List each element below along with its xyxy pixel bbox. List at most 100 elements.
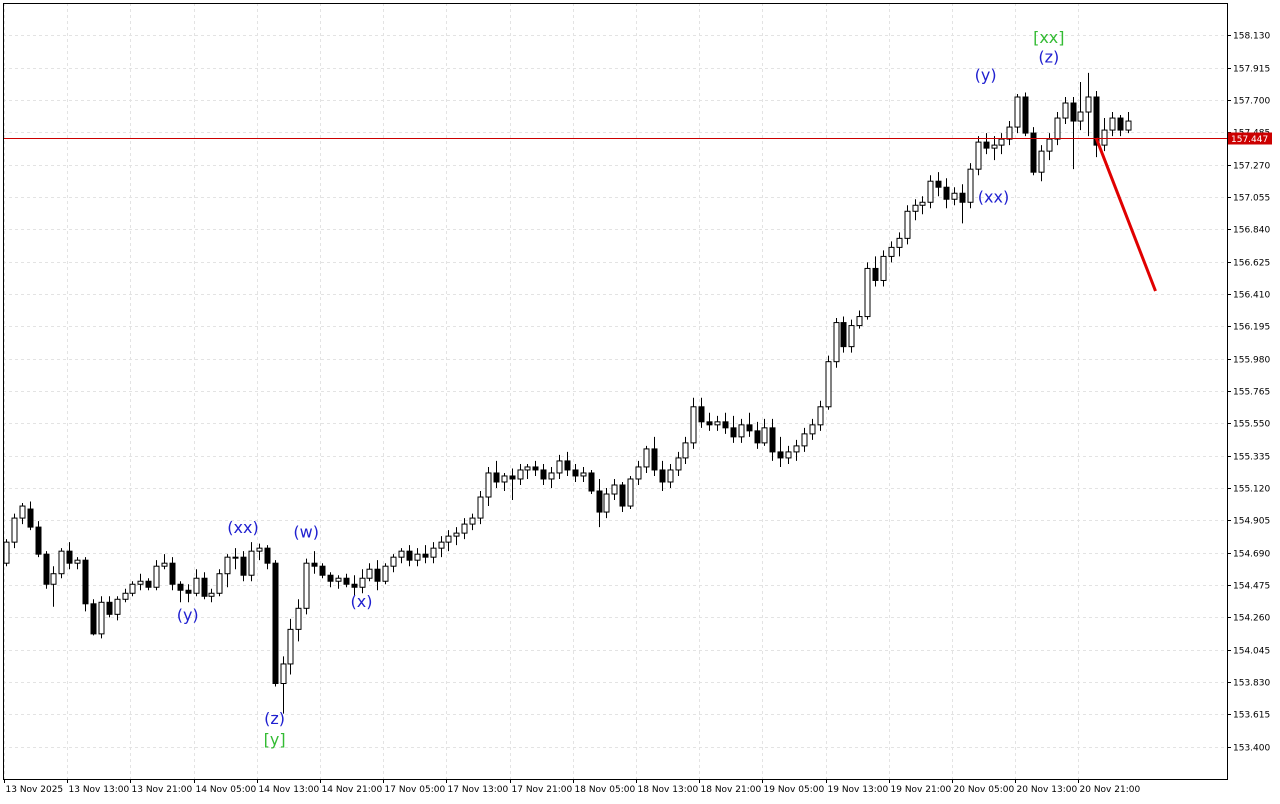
candle-body-down: [27, 508, 34, 528]
candle-body-up: [682, 442, 689, 459]
candle-body-up: [477, 496, 484, 519]
candle-body-down: [1070, 102, 1077, 122]
candle-body-up: [501, 475, 508, 483]
candle-body-up: [50, 573, 57, 585]
candle: [1014, 93, 1021, 134]
candle-body-up: [19, 505, 26, 519]
y-tick-label: 157.270: [1233, 162, 1270, 172]
candle-body-up: [430, 547, 437, 558]
candle: [572, 463, 579, 482]
candle: [161, 554, 168, 570]
candle: [208, 588, 215, 603]
candle-body-down: [651, 448, 658, 471]
candle: [98, 596, 105, 639]
candle: [311, 551, 318, 574]
y-tick-label: 154.475: [1233, 582, 1270, 592]
candle: [833, 318, 840, 368]
candle-body-up: [1125, 120, 1132, 131]
candle-body-up: [445, 535, 452, 543]
candle: [556, 454, 563, 479]
candle: [896, 232, 903, 257]
candle: [303, 558, 310, 615]
candle: [232, 548, 239, 570]
wave-label: (y): [975, 65, 997, 84]
y-tick-label: 156.195: [1233, 323, 1270, 333]
candle-body-up: [1014, 96, 1021, 128]
candle: [761, 418, 768, 446]
candle-body-down: [374, 568, 381, 582]
candle: [667, 463, 674, 488]
x-tick-label: 19 Nov 13:00: [828, 785, 889, 795]
candle: [603, 488, 610, 519]
candle-body-down: [1022, 96, 1029, 134]
candle-body-up: [817, 406, 824, 426]
candle-body-up: [11, 517, 18, 543]
candle: [722, 412, 729, 434]
candle-body-down: [1117, 117, 1124, 131]
candle-body-up: [153, 565, 160, 588]
candle: [1077, 81, 1084, 131]
x-tick-label: 13 Nov 2025: [6, 785, 64, 795]
candle-body-up: [469, 517, 476, 525]
candle-body-down: [754, 430, 761, 444]
candle-body-up: [359, 577, 366, 588]
candle-body-up: [3, 541, 10, 564]
candle-body-down: [730, 427, 737, 438]
candle-body-down: [959, 192, 966, 203]
candle-body-down: [872, 267, 879, 281]
candle: [50, 566, 57, 607]
candle: [706, 412, 713, 431]
x-tick-label: 17 Nov 13:00: [448, 785, 509, 795]
candle-body-up: [888, 246, 895, 257]
candle: [240, 551, 247, 582]
candle: [335, 575, 342, 589]
candle: [817, 400, 824, 431]
candle: [11, 513, 18, 549]
candle-body-down: [201, 577, 208, 597]
candle-body-down: [264, 547, 271, 564]
candle: [1093, 90, 1100, 158]
x-tick-label: 14 Nov 13:00: [259, 785, 320, 795]
y-tick-label: 154.690: [1233, 550, 1270, 560]
candle: [477, 491, 484, 525]
candle: [1070, 96, 1077, 170]
wave-labels: (y)(xx)(z)[y](w)(x)(y)(xx)(z)[xx]: [177, 28, 1065, 749]
candle-body-up: [366, 568, 373, 579]
grid: [3, 3, 1227, 779]
candle: [382, 563, 389, 585]
candle: [698, 397, 705, 428]
candle-body-up: [1077, 111, 1084, 122]
candle: [1117, 115, 1124, 137]
candle: [256, 543, 263, 561]
candle: [690, 397, 697, 449]
candle-body-up: [524, 466, 531, 471]
candle-body-down: [327, 574, 334, 582]
candle: [991, 136, 998, 161]
candle: [1109, 112, 1116, 137]
x-tick-label: 17 Nov 21:00: [512, 785, 573, 795]
candle: [185, 584, 192, 603]
candle-body-up: [1006, 126, 1013, 140]
candle: [90, 599, 97, 636]
candle-body-up: [303, 562, 310, 609]
wave-label: (xx): [227, 518, 258, 537]
candle: [635, 460, 642, 485]
candle: [848, 319, 855, 353]
y-tick-label: 156.410: [1233, 291, 1270, 301]
candle: [351, 575, 358, 597]
wave-label: (w): [293, 523, 319, 542]
candle: [1046, 133, 1053, 161]
candle-body-down: [82, 559, 89, 605]
candle: [1038, 145, 1045, 182]
candle-body-up: [738, 424, 745, 438]
candle: [43, 551, 50, 589]
candle: [406, 545, 413, 567]
candle-body-up: [224, 556, 231, 575]
candle: [532, 460, 539, 476]
candle: [738, 418, 745, 443]
candle-body-up: [256, 547, 263, 552]
candle: [422, 545, 429, 564]
candle: [1085, 72, 1092, 137]
candle-body-up: [667, 469, 674, 483]
